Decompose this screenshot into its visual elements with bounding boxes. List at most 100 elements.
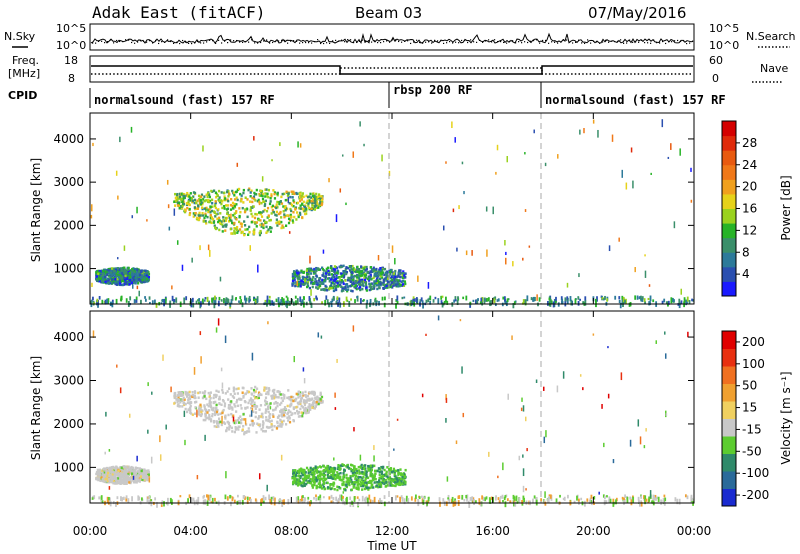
power-data-point <box>145 277 148 281</box>
power-data-point <box>97 278 100 281</box>
power-sparse-point <box>417 275 419 282</box>
noise-search-dot <box>197 40 199 43</box>
power-data-point <box>142 280 145 284</box>
velocity-data-point <box>320 473 323 476</box>
velocity-data-point <box>198 391 202 394</box>
power-sparse-point <box>690 199 693 203</box>
power-data-point <box>143 272 146 276</box>
power-data-point <box>266 206 270 210</box>
power-data-point <box>251 200 254 204</box>
velocity-data-point <box>253 401 256 405</box>
noise-search-dot <box>224 40 226 42</box>
velocity-data-point <box>215 420 218 423</box>
velocity-data-point <box>388 469 391 473</box>
power-ground-scatter-point <box>409 300 412 307</box>
power-data-point <box>305 271 309 274</box>
velocity-data-point <box>287 419 290 422</box>
power-data-point <box>116 283 119 286</box>
noise-search-dot <box>494 39 496 41</box>
power-ground-scatter-point <box>129 296 132 301</box>
velocity-data-point <box>275 401 278 405</box>
power-data-point <box>356 274 359 277</box>
power-data-point <box>320 195 323 198</box>
power-data-point <box>375 284 378 287</box>
velocity-data-point <box>370 468 373 472</box>
velocity-data-point <box>126 479 129 482</box>
velocity-data-point <box>189 395 192 398</box>
noise-search-dot <box>95 42 97 44</box>
velocity-data-point <box>357 465 360 469</box>
power-sparse-point <box>452 208 455 213</box>
noise-search-dot <box>434 39 436 41</box>
power-data-point <box>230 232 233 235</box>
power-ground-scatter-point <box>218 296 221 301</box>
velocity-data-point <box>403 475 407 479</box>
power-data-point <box>291 279 295 283</box>
noise-search-dot <box>275 40 277 42</box>
power-data-point <box>193 201 196 205</box>
velocity-data-point <box>255 431 258 434</box>
power-data-point <box>372 269 375 272</box>
power-data-point <box>379 277 382 281</box>
power-data-point <box>386 277 390 280</box>
power-data-point <box>207 208 210 212</box>
velocity-data-point <box>294 476 297 480</box>
power-data-point <box>253 221 257 224</box>
power-data-point <box>210 221 213 225</box>
power-y-tick-label: 4000 <box>53 132 84 146</box>
power-sparse-point <box>608 245 611 252</box>
velocity-data-point <box>303 403 306 407</box>
power-ground-scatter-point <box>383 302 386 308</box>
power-data-point <box>373 282 376 285</box>
power-data-point <box>214 191 218 195</box>
noise-left-tick-bottom: 10^0 <box>56 39 86 52</box>
power-ground-scatter-point <box>486 297 488 302</box>
power-data-point <box>379 283 382 287</box>
power-sparse-point <box>524 152 526 155</box>
velocity-data-point <box>177 396 180 399</box>
power-data-point <box>189 199 192 202</box>
velocity-data-point <box>189 404 192 408</box>
velocity-data-point <box>104 472 107 475</box>
velocity-data-point <box>358 469 361 472</box>
noise-search-dot <box>323 42 325 45</box>
power-data-point <box>369 266 373 269</box>
power-data-point <box>380 271 383 275</box>
power-ground-scatter-point <box>564 297 567 302</box>
power-data-point <box>340 272 343 276</box>
power-ground-scatter-point <box>154 299 156 304</box>
velocity-data-point <box>179 400 182 404</box>
date-label: 07/May/2016 <box>588 4 686 22</box>
power-data-point <box>280 195 283 199</box>
noise-search-dot <box>623 42 625 44</box>
velocity-data-point <box>244 430 247 434</box>
velocity-data-point <box>339 471 342 475</box>
power-data-point <box>252 205 255 208</box>
velocity-data-point <box>289 410 292 414</box>
power-data-point <box>209 220 212 223</box>
power-data-point <box>196 216 199 220</box>
power-ground-scatter-point <box>264 302 267 305</box>
velocity-data-point <box>335 475 339 479</box>
velocity-data-point <box>301 484 304 488</box>
power-data-point <box>316 267 320 270</box>
noise-search-dot <box>653 39 655 41</box>
velocity-data-point <box>103 475 106 478</box>
power-sparse-point <box>135 274 138 278</box>
power-data-point <box>245 207 249 211</box>
velocity-data-point <box>267 419 270 423</box>
velocity-data-point <box>216 408 219 412</box>
power-data-point <box>276 224 279 227</box>
power-data-point <box>120 269 123 272</box>
velocity-data-point <box>234 426 237 429</box>
power-data-point <box>349 266 352 269</box>
power-data-point <box>318 268 322 271</box>
velocity-data-point <box>381 479 384 482</box>
velocity-data-point <box>295 397 298 401</box>
velocity-data-point <box>349 474 352 478</box>
noise-search-dot <box>377 41 379 44</box>
velocity-data-point <box>139 467 142 471</box>
velocity-data-point <box>305 482 308 486</box>
power-data-point <box>382 278 385 281</box>
velocity-data-point <box>275 395 278 399</box>
